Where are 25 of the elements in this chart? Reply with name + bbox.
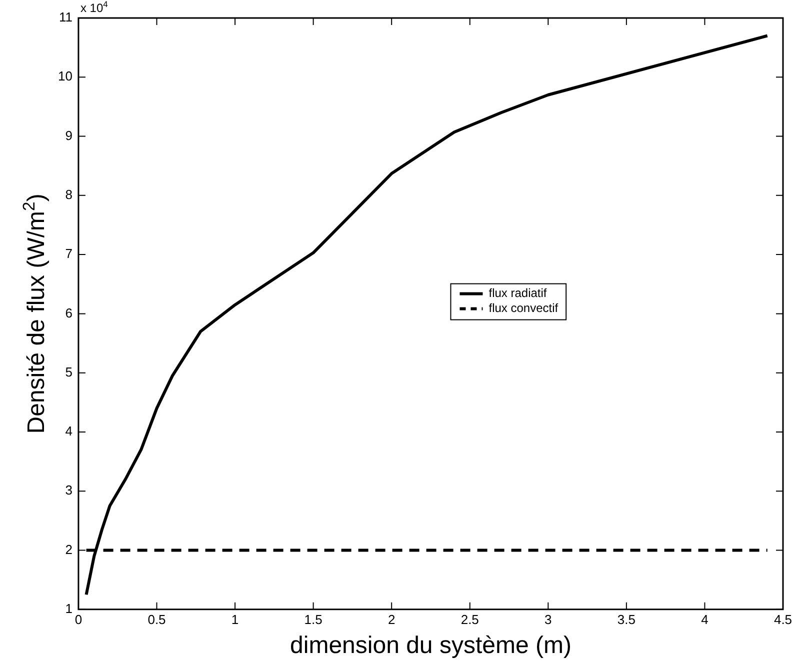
y-axis-title: Densité de flux (W/m2) <box>19 194 50 434</box>
y-tick-label: 11 <box>58 10 72 25</box>
y-tick-label: 1 <box>65 600 72 616</box>
x-tick-label: 4.5 <box>774 612 792 627</box>
y-tick-label: 8 <box>65 187 72 202</box>
x-tick-label: 4 <box>701 612 708 627</box>
x-tick-label: 3 <box>544 612 552 627</box>
x-axis-title: dimension du système (m) <box>290 632 572 659</box>
x-tick-label: 0.5 <box>148 612 166 627</box>
x-tick-label: 3.5 <box>617 612 636 627</box>
y-tick-label: 3 <box>65 482 72 498</box>
y-tick-label: 10 <box>58 68 72 84</box>
x-tick-label: 2 <box>388 612 396 627</box>
y-tick-label: 7 <box>65 246 72 262</box>
y-tick-label: 2 <box>65 542 72 557</box>
legend-label: flux convectif <box>488 301 559 316</box>
x-tick-label: 0 <box>74 612 82 627</box>
y-tick-label: 9 <box>65 128 72 143</box>
x-tick-label: 1.5 <box>304 612 322 627</box>
x-tick-label: 1 <box>231 612 239 627</box>
legend-label: flux radiatif <box>488 286 548 300</box>
y-tick-label: 4 <box>65 424 72 439</box>
y-tick-label: 5 <box>65 364 72 380</box>
y-tick-label: 6 <box>65 305 72 320</box>
x-tick-label: 2.5 <box>460 612 479 627</box>
